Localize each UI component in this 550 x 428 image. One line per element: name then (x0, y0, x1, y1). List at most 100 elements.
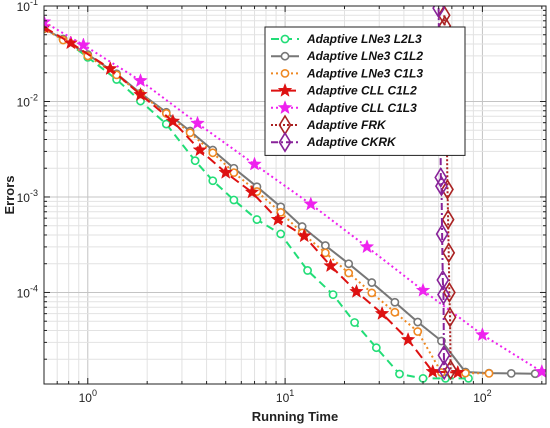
data-point (418, 373, 428, 383)
legend-label: Adaptive CLL C1L2 (306, 84, 417, 98)
y-tick-label: 10-1 (17, 0, 38, 14)
legend-marker (280, 51, 290, 61)
y-axis-title: Errors (2, 175, 17, 214)
data-point (344, 268, 354, 278)
data-point (506, 369, 516, 378)
series-3 (44, 19, 466, 379)
x-axis-title: Running Time (252, 409, 338, 424)
y-tick-label: 10-2 (17, 92, 38, 109)
data-point (208, 148, 218, 158)
data-point (415, 282, 431, 297)
data-point (133, 86, 148, 101)
data-point (441, 178, 454, 200)
data-point (435, 223, 449, 245)
data-point (190, 156, 200, 166)
data-point (374, 305, 390, 320)
plot-frame (43, 5, 547, 385)
data-point (484, 369, 494, 378)
data-point (436, 269, 450, 291)
legend-marker (280, 69, 290, 78)
data-point (350, 318, 359, 327)
data-point (349, 283, 364, 298)
data-point (437, 284, 450, 306)
data-point (190, 115, 205, 130)
data-point (276, 207, 286, 217)
legend-marker (278, 131, 292, 153)
data-point (390, 297, 400, 307)
data-point (296, 228, 312, 243)
data-point (534, 363, 546, 378)
data-point (390, 307, 400, 317)
legend-marker (277, 100, 293, 115)
data-point (276, 229, 286, 239)
legend-entry: Adaptive FRK (271, 114, 387, 136)
legend-label: Adaptive LNe3 C1L2 (306, 49, 423, 63)
tick-marks (43, 5, 546, 384)
legend-entry: Adaptive LNe3 C1L2 (271, 49, 423, 63)
data-point (76, 37, 91, 52)
legend-entry: Adaptive LNe3 C1L3 (271, 66, 423, 80)
data-point (252, 215, 262, 224)
data-point (344, 259, 354, 269)
legend-label: Adaptive FRK (306, 118, 387, 132)
legend-entry: Adaptive CKRK (271, 131, 397, 153)
data-point (367, 278, 377, 287)
y-tick-label: 10-3 (17, 188, 38, 205)
y-tick-label: 10-4 (17, 283, 38, 300)
data-point (102, 61, 118, 76)
data-point (413, 327, 423, 336)
data-point (435, 175, 448, 197)
data-point (44, 14, 52, 29)
legend-entry: Adaptive LNe3 L2L3 (271, 32, 422, 46)
legend-marker (277, 82, 293, 97)
data-point (371, 343, 381, 353)
data-point (425, 363, 441, 378)
data-point (450, 364, 466, 379)
data-point (359, 239, 375, 254)
x-tick-label: 102 (473, 388, 491, 405)
data-point (437, 344, 451, 366)
legend-label: Adaptive CLL C1L3 (306, 101, 417, 115)
legend-label: Adaptive CKRK (306, 135, 397, 149)
data-point (442, 242, 456, 264)
data-point (133, 72, 148, 87)
legend-entry: Adaptive CLL C1L2 (271, 82, 417, 98)
data-point (323, 258, 338, 273)
data-point (320, 241, 330, 250)
data-point (400, 331, 416, 346)
series-layer (44, 6, 546, 383)
legend-label: Adaptive LNe3 C1L3 (306, 66, 423, 80)
legend: Adaptive LNe3 L2L3 Adaptive LNe3 C1L2 Adap… (264, 26, 466, 156)
data-point (303, 266, 312, 275)
data-point (229, 195, 239, 205)
data-point (434, 166, 448, 189)
data-point (229, 168, 239, 178)
data-point (328, 290, 338, 299)
data-point (441, 209, 455, 231)
data-point (432, 6, 446, 19)
data-point (367, 288, 377, 298)
data-point (413, 317, 423, 327)
legend-marker (280, 34, 290, 44)
data-point (475, 327, 490, 342)
data-point (244, 184, 260, 199)
x-tick-label: 100 (79, 388, 97, 405)
tick-labels: 100 101 102 10-4 10-3 10-2 10-1 (17, 0, 492, 405)
data-point (270, 211, 286, 226)
data-point (320, 248, 330, 258)
data-point (208, 176, 218, 186)
data-point (185, 128, 195, 138)
series-line (44, 26, 458, 374)
data-point (247, 156, 262, 171)
data-point (303, 196, 319, 211)
data-point (165, 113, 181, 128)
legend-label: Adaptive LNe3 L2L3 (306, 32, 422, 46)
data-point (218, 164, 234, 179)
x-tick-label: 101 (276, 388, 294, 405)
data-point (395, 369, 404, 379)
data-point (443, 306, 457, 328)
legend-box (264, 26, 466, 156)
data-point (437, 6, 451, 26)
data-point (192, 142, 208, 157)
